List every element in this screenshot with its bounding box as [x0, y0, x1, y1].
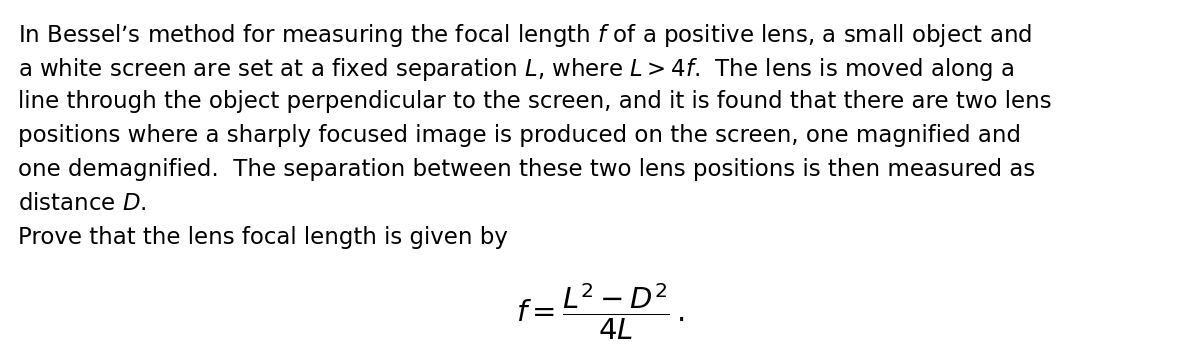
- Text: Prove that the lens focal length is given by: Prove that the lens focal length is give…: [18, 226, 508, 249]
- Text: $f = \dfrac{L^2 - D^2}{4L}\,.$: $f = \dfrac{L^2 - D^2}{4L}\,.$: [516, 282, 684, 342]
- Text: distance $D$.: distance $D$.: [18, 192, 146, 215]
- Text: one demagnified.  The separation between these two lens positions is then measur: one demagnified. The separation between …: [18, 158, 1036, 181]
- Text: In Bessel’s method for measuring the focal length $f$ of a positive lens, a smal: In Bessel’s method for measuring the foc…: [18, 22, 1032, 49]
- Text: line through the object perpendicular to the screen, and it is found that there : line through the object perpendicular to…: [18, 90, 1051, 113]
- Text: a white screen are set at a fixed separation $L$, where $L > 4f$.  The lens is m: a white screen are set at a fixed separa…: [18, 56, 1015, 83]
- Text: positions where a sharply focused image is produced on the screen, one magnified: positions where a sharply focused image …: [18, 124, 1021, 147]
